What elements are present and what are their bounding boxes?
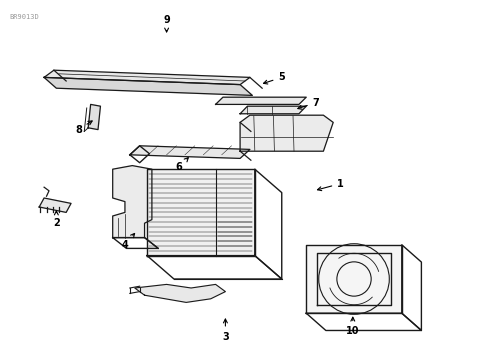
Text: 4: 4: [122, 233, 135, 250]
Text: 7: 7: [298, 98, 319, 109]
Polygon shape: [306, 245, 402, 313]
Polygon shape: [240, 115, 333, 151]
Polygon shape: [130, 146, 250, 158]
Polygon shape: [240, 106, 306, 114]
Text: BR9013D: BR9013D: [10, 14, 40, 21]
Polygon shape: [113, 166, 152, 238]
Text: 1: 1: [318, 179, 344, 191]
Text: 8: 8: [75, 121, 92, 135]
Text: 3: 3: [222, 319, 229, 342]
Polygon shape: [44, 77, 252, 95]
Text: 6: 6: [175, 158, 188, 172]
Text: 10: 10: [346, 317, 360, 336]
Text: 5: 5: [264, 72, 285, 84]
Text: 9: 9: [163, 15, 170, 32]
Polygon shape: [147, 169, 255, 256]
Polygon shape: [44, 70, 250, 85]
Polygon shape: [135, 284, 225, 302]
Polygon shape: [88, 104, 100, 130]
Text: 2: 2: [53, 211, 60, 228]
Polygon shape: [39, 198, 71, 212]
Polygon shape: [216, 97, 306, 104]
